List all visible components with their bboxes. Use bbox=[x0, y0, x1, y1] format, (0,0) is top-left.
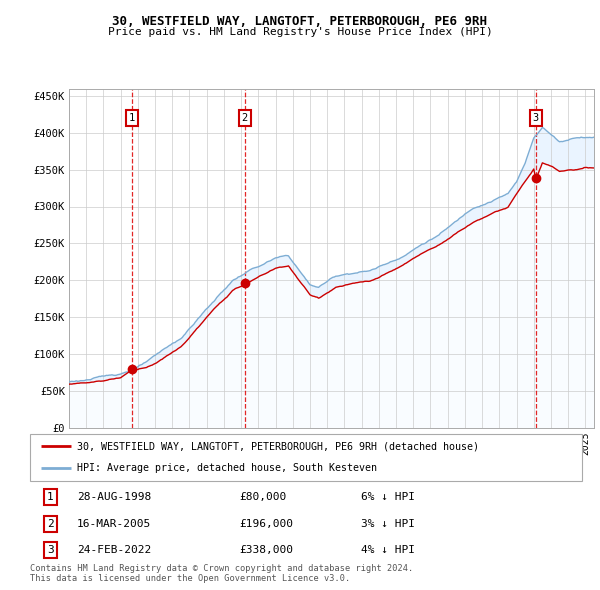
Text: This data is licensed under the Open Government Licence v3.0.: This data is licensed under the Open Gov… bbox=[30, 574, 350, 583]
Text: 24-FEB-2022: 24-FEB-2022 bbox=[77, 545, 151, 555]
Text: 4% ↓ HPI: 4% ↓ HPI bbox=[361, 545, 415, 555]
Text: £338,000: £338,000 bbox=[240, 545, 294, 555]
Text: 2: 2 bbox=[242, 113, 248, 123]
Text: 1: 1 bbox=[47, 492, 54, 502]
Text: 30, WESTFIELD WAY, LANGTOFT, PETERBOROUGH, PE6 9RH (detached house): 30, WESTFIELD WAY, LANGTOFT, PETERBOROUG… bbox=[77, 441, 479, 451]
Text: 28-AUG-1998: 28-AUG-1998 bbox=[77, 492, 151, 502]
Text: 6% ↓ HPI: 6% ↓ HPI bbox=[361, 492, 415, 502]
Text: HPI: Average price, detached house, South Kesteven: HPI: Average price, detached house, Sout… bbox=[77, 463, 377, 473]
Text: Price paid vs. HM Land Registry's House Price Index (HPI): Price paid vs. HM Land Registry's House … bbox=[107, 27, 493, 37]
Text: 30, WESTFIELD WAY, LANGTOFT, PETERBOROUGH, PE6 9RH: 30, WESTFIELD WAY, LANGTOFT, PETERBOROUG… bbox=[113, 15, 487, 28]
Text: 3% ↓ HPI: 3% ↓ HPI bbox=[361, 519, 415, 529]
Text: £196,000: £196,000 bbox=[240, 519, 294, 529]
FancyBboxPatch shape bbox=[30, 434, 582, 481]
Text: £80,000: £80,000 bbox=[240, 492, 287, 502]
Text: Contains HM Land Registry data © Crown copyright and database right 2024.: Contains HM Land Registry data © Crown c… bbox=[30, 563, 413, 572]
Text: 2: 2 bbox=[47, 519, 54, 529]
Text: 16-MAR-2005: 16-MAR-2005 bbox=[77, 519, 151, 529]
Text: 1: 1 bbox=[129, 113, 135, 123]
Text: 3: 3 bbox=[533, 113, 539, 123]
Text: 3: 3 bbox=[47, 545, 54, 555]
